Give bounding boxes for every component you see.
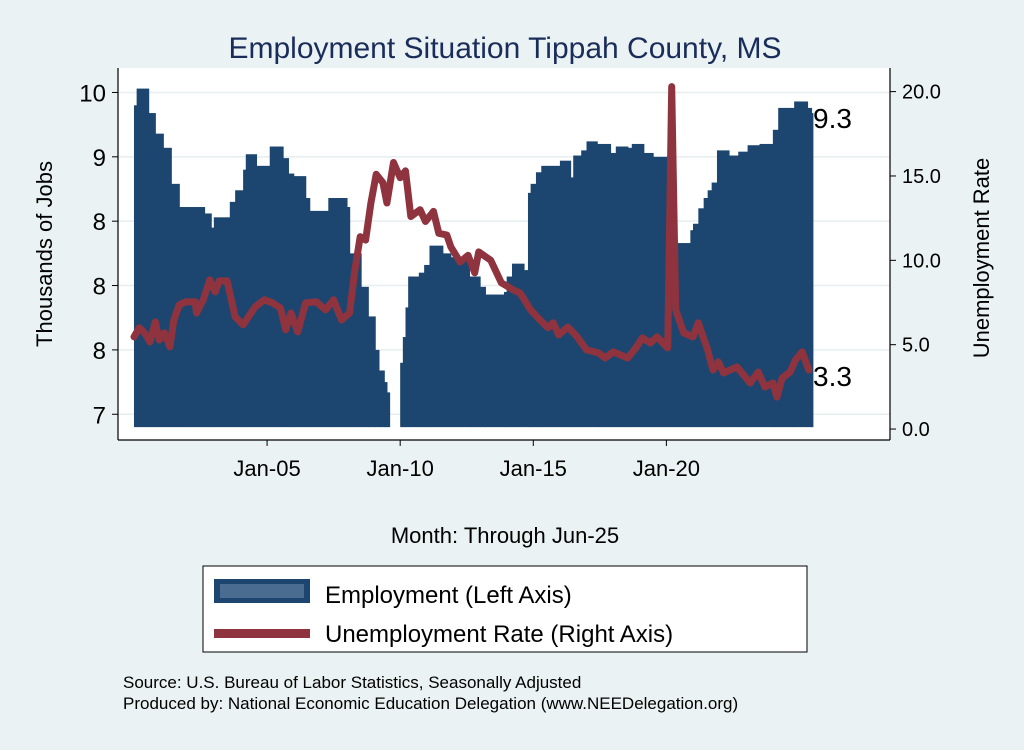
employment-bar (536, 172, 542, 427)
employment-end-label: 9.3 (813, 103, 852, 134)
employment-bar (480, 287, 486, 427)
employment-bar (149, 113, 156, 427)
legend-unemployment-swatch (214, 629, 310, 638)
employment-bar (616, 147, 629, 428)
employment-bar (288, 174, 294, 428)
employment-bar (408, 277, 419, 428)
producer-note: Produced by: National Economic Education… (123, 694, 738, 713)
x-tick-label: Jan-05 (233, 456, 300, 481)
legend: Employment (Left Axis) Unemployment Rate… (203, 566, 807, 652)
employment-bar (712, 183, 718, 428)
employment-bar (541, 166, 560, 427)
employment-bar (610, 153, 616, 427)
right-tick-label: 15.0 (902, 166, 941, 188)
employment-bar (451, 257, 470, 427)
employment-bar (738, 152, 748, 427)
employment-bar (179, 207, 205, 427)
right-axis-label: Unemployment Rate (969, 158, 994, 359)
employment-bar (361, 287, 369, 427)
employment-bar (794, 101, 808, 427)
employment-bar (283, 158, 289, 427)
employment-bar (717, 150, 730, 427)
x-axis-label: Month: Through Jun-25 (391, 523, 619, 548)
employment-bar (375, 350, 379, 427)
employment-bar (246, 154, 257, 427)
employment-bar (469, 277, 480, 428)
employment-bar (310, 211, 329, 427)
employment-bar (419, 273, 425, 427)
x-tick-label: Jan-15 (500, 456, 567, 481)
unemployment-end-label: 3.3 (813, 361, 852, 392)
chart-title: Employment Situation Tippah County, MS (228, 32, 781, 65)
left-tick-label: 8 (93, 338, 106, 365)
employment-bar (379, 370, 385, 427)
employment-bar (581, 150, 587, 427)
employment-bar (507, 277, 513, 428)
employment-bar (704, 198, 709, 427)
employment-bar (214, 217, 231, 427)
employment-bar (597, 144, 611, 427)
employment-bar (628, 148, 633, 427)
employment-bar (485, 295, 504, 428)
employment-bar (137, 89, 150, 428)
left-tick-label: 8 (93, 274, 106, 301)
employment-bar (205, 213, 212, 427)
employment-bar (632, 144, 645, 427)
left-tick-label: 9 (93, 145, 106, 172)
employment-bar (155, 134, 164, 427)
employment-bar (644, 153, 654, 427)
right-tick-label: 5.0 (902, 335, 930, 357)
right-tick-label: 20.0 (902, 82, 941, 104)
employment-bar (729, 156, 739, 428)
right-tick-label: 0.0 (902, 419, 930, 441)
employment-bar (424, 265, 430, 427)
left-tick-label: 10 (79, 80, 106, 107)
employment-bar (368, 316, 376, 427)
employment-bar (429, 246, 443, 427)
employment-bar (587, 141, 598, 427)
employment-bar (708, 190, 713, 427)
legend-employment-swatch-inner (220, 584, 304, 598)
employment-bar (163, 148, 172, 427)
employment-bar (387, 392, 390, 427)
employment-bar (560, 161, 571, 427)
right-tick-label: 10.0 (902, 250, 941, 272)
employment-bar (270, 147, 284, 428)
employment-bar (698, 208, 704, 427)
left-tick-label: 7 (93, 402, 106, 429)
legend-employment-label: Employment (Left Axis) (325, 582, 572, 609)
x-tick-label: Jan-10 (367, 456, 434, 481)
left-axis-label: Thousands of Jobs (32, 161, 57, 347)
employment-bar (524, 270, 529, 427)
legend-unemployment-label: Unemployment Rate (Right Axis) (325, 621, 673, 648)
source-note: Source: U.S. Bureau of Labor Statistics,… (123, 673, 581, 692)
employment-bar (807, 108, 812, 427)
left-tick-label: 8 (93, 209, 106, 236)
employment-bar (443, 253, 452, 427)
employment-bar (573, 156, 582, 428)
x-tick-label: Jan-20 (633, 456, 700, 481)
